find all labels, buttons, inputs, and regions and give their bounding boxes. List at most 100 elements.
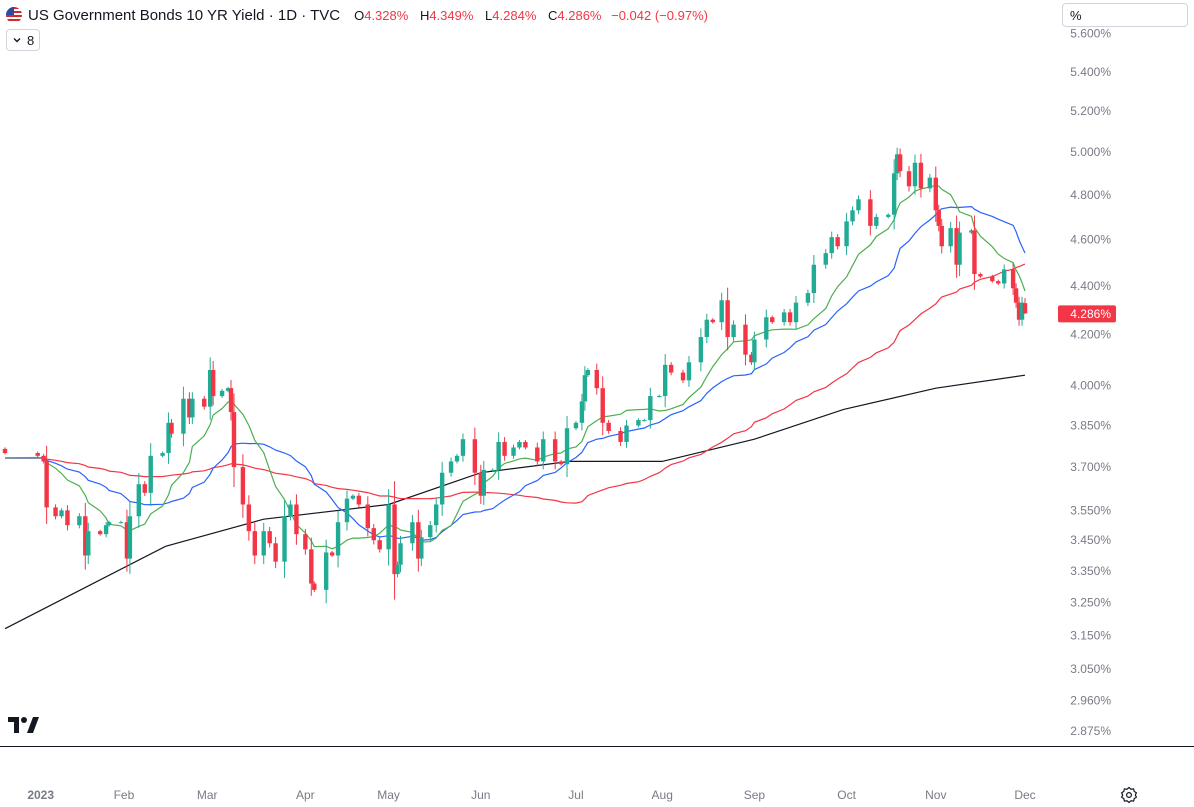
candle[interactable] [972, 215, 977, 290]
candle[interactable] [478, 464, 484, 504]
candle[interactable] [954, 215, 959, 278]
candle[interactable] [481, 461, 486, 505]
candle[interactable] [891, 159, 897, 230]
candle[interactable] [240, 454, 246, 518]
candle[interactable] [472, 427, 478, 485]
candle[interactable] [371, 523, 376, 545]
candle[interactable] [594, 363, 599, 395]
candle[interactable] [124, 509, 130, 572]
candle[interactable] [416, 509, 421, 572]
candle[interactable] [460, 433, 466, 462]
candle[interactable] [624, 419, 629, 448]
candle[interactable] [231, 393, 237, 488]
candle[interactable] [582, 366, 588, 411]
candle[interactable] [927, 173, 933, 193]
candle[interactable] [787, 308, 793, 326]
candle[interactable] [454, 453, 460, 464]
candle[interactable] [496, 432, 501, 480]
candle[interactable] [312, 581, 317, 593]
candle[interactable] [957, 221, 962, 277]
candle[interactable] [410, 514, 415, 551]
candle[interactable] [770, 315, 775, 324]
candle[interactable] [323, 539, 329, 604]
candle[interactable] [187, 392, 192, 425]
candle[interactable] [118, 520, 124, 524]
candle[interactable] [618, 427, 623, 446]
candle[interactable] [2, 447, 8, 455]
candle[interactable] [261, 522, 266, 565]
candle[interactable] [793, 295, 799, 330]
candle[interactable] [850, 206, 855, 226]
candle[interactable] [502, 437, 507, 461]
candle[interactable] [398, 535, 403, 573]
symbol-title[interactable]: US Government Bonds 10 YR Yield · 1D · T… [28, 6, 341, 24]
candle[interactable] [77, 513, 82, 529]
candle[interactable] [969, 228, 974, 235]
candle[interactable] [356, 492, 362, 508]
candle[interactable] [636, 418, 641, 428]
candle[interactable] [228, 379, 234, 421]
candle[interactable] [558, 459, 564, 466]
candle[interactable] [202, 395, 207, 410]
candle[interactable] [517, 440, 522, 450]
candle[interactable] [752, 331, 757, 371]
candle[interactable] [764, 309, 769, 348]
candle[interactable] [267, 526, 272, 548]
candle[interactable] [207, 357, 213, 420]
candle[interactable] [743, 314, 748, 366]
candle[interactable] [282, 500, 287, 579]
candle[interactable] [303, 528, 308, 555]
candle[interactable] [680, 369, 686, 384]
candle[interactable] [86, 522, 91, 565]
candle[interactable] [668, 362, 674, 376]
candle[interactable] [225, 386, 231, 393]
candle[interactable] [835, 233, 840, 250]
candle[interactable] [273, 536, 278, 569]
indicators-toggle-button[interactable]: 8 [6, 29, 41, 51]
candle[interactable] [906, 166, 912, 192]
scale-input[interactable]: % [1062, 3, 1188, 27]
candle[interactable] [1013, 283, 1019, 308]
candle[interactable] [868, 190, 873, 236]
candle[interactable] [386, 489, 391, 566]
candle[interactable] [541, 431, 546, 470]
candle[interactable] [749, 351, 754, 365]
candle[interactable] [142, 481, 147, 496]
candle[interactable] [1016, 296, 1022, 326]
candle[interactable] [428, 521, 433, 542]
candle[interactable] [897, 148, 903, 178]
candle[interactable] [166, 412, 171, 464]
candle[interactable] [552, 431, 558, 470]
candle[interactable] [918, 153, 924, 198]
candle[interactable] [844, 212, 849, 256]
candle[interactable] [1019, 296, 1025, 326]
candle[interactable] [990, 274, 995, 283]
candle[interactable] [210, 361, 216, 406]
candle[interactable] [573, 420, 579, 431]
candle[interactable] [996, 279, 1001, 285]
candle[interactable] [1010, 262, 1016, 295]
candle[interactable] [97, 529, 103, 536]
candle[interactable] [698, 328, 704, 372]
candle[interactable] [662, 354, 668, 408]
candle[interactable] [811, 254, 817, 304]
candle[interactable] [419, 529, 424, 567]
candle[interactable] [169, 419, 174, 438]
candle[interactable] [190, 392, 195, 425]
candle[interactable] [856, 195, 861, 215]
candle[interactable] [535, 442, 540, 467]
candle[interactable] [642, 418, 647, 422]
candle[interactable] [719, 292, 724, 330]
candle[interactable] [886, 213, 891, 219]
candle[interactable] [395, 561, 400, 578]
candle[interactable] [246, 495, 252, 541]
candle[interactable] [1022, 298, 1028, 314]
candle[interactable] [181, 386, 186, 447]
candle[interactable] [148, 443, 153, 507]
candle[interactable] [710, 318, 715, 324]
candle[interactable] [350, 494, 356, 501]
candle[interactable] [288, 500, 293, 521]
candle[interactable] [829, 231, 834, 259]
candle[interactable] [657, 394, 662, 398]
candle[interactable] [523, 440, 528, 450]
